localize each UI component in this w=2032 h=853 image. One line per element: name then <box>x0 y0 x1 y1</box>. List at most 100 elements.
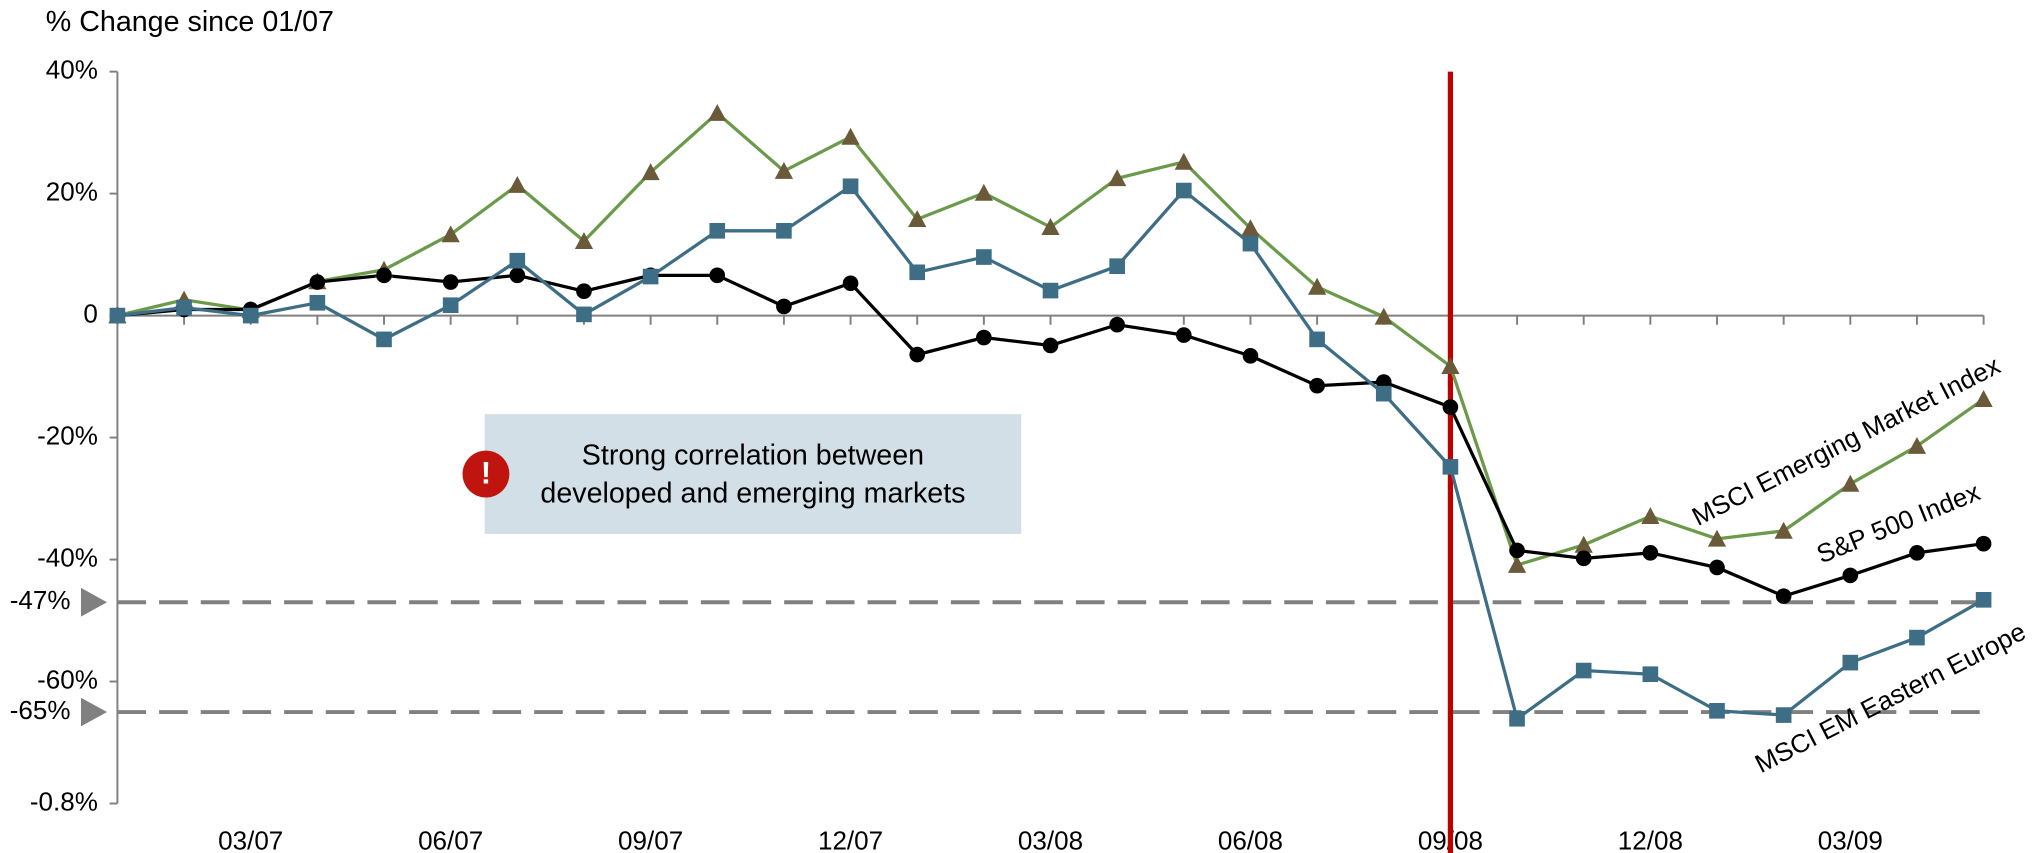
marker <box>1109 316 1125 333</box>
marker <box>508 175 527 193</box>
y-tick-label: -20% <box>37 420 98 450</box>
marker <box>176 299 192 316</box>
annotation-icon <box>462 450 510 498</box>
marker <box>709 267 726 284</box>
y-tick-label: 40% <box>46 55 98 85</box>
reference-label: -47% <box>10 585 71 615</box>
marker <box>974 183 993 201</box>
marker <box>1642 666 1659 683</box>
marker <box>776 298 792 315</box>
marker <box>1442 399 1459 415</box>
y-tick-label: -0.8% <box>30 786 98 816</box>
marker <box>1175 327 1192 343</box>
marker <box>309 274 326 290</box>
marker <box>574 232 594 249</box>
y-tick-label: 0 <box>83 298 97 328</box>
marker <box>976 249 992 265</box>
x-tick-label: 12/08 <box>1618 825 1683 853</box>
marker <box>1975 591 1992 608</box>
marker <box>442 297 459 314</box>
marker <box>709 222 726 239</box>
marker <box>1042 282 1059 299</box>
marker <box>909 346 926 363</box>
marker <box>1507 555 1527 573</box>
marker <box>376 267 392 284</box>
marker <box>376 331 392 348</box>
marker <box>1774 521 1793 539</box>
marker <box>509 267 526 284</box>
marker <box>976 329 992 346</box>
marker <box>1175 182 1192 199</box>
marker <box>1907 436 1927 454</box>
marker <box>776 222 792 239</box>
reference-label: -65% <box>10 695 71 725</box>
y-tick-label: -60% <box>37 664 98 694</box>
series-label: S&P 500 Index <box>1812 477 1984 570</box>
reference-arrow <box>80 587 108 617</box>
marker <box>1575 662 1592 679</box>
marker <box>1709 559 1725 576</box>
marker <box>1242 235 1259 252</box>
series-label: MSCI EM Eastern Europe <box>1750 616 2030 779</box>
annotation-text: developed and emerging markets <box>540 477 965 509</box>
marker <box>509 252 526 269</box>
marker <box>1307 277 1327 295</box>
marker <box>1108 169 1127 187</box>
x-tick-label: 09/07 <box>618 825 683 853</box>
marker <box>908 210 927 228</box>
marker <box>242 307 259 324</box>
marker <box>1775 588 1792 604</box>
marker <box>708 103 727 121</box>
marker <box>842 178 859 195</box>
marker <box>1909 545 1925 561</box>
marker <box>1442 459 1459 475</box>
marker <box>1709 702 1725 719</box>
marker <box>1109 258 1125 274</box>
marker <box>441 225 460 243</box>
marker <box>1042 337 1059 354</box>
marker <box>109 307 126 324</box>
marker <box>1842 567 1859 584</box>
marker <box>1174 152 1193 170</box>
y-axis-title: % Change since 01/07 <box>46 6 334 38</box>
x-tick-label: 12/07 <box>818 825 883 853</box>
marker <box>1775 707 1792 723</box>
x-tick-label: 06/07 <box>418 825 483 853</box>
marker <box>841 127 860 145</box>
marker <box>309 294 326 311</box>
marker <box>576 306 592 323</box>
marker <box>1509 710 1525 727</box>
marker <box>1841 474 1860 492</box>
marker <box>1041 218 1060 235</box>
marker <box>442 274 459 290</box>
marker <box>1242 348 1259 364</box>
marker <box>1374 307 1393 325</box>
marker <box>774 161 794 179</box>
annotation-text: Strong correlation between <box>582 440 924 472</box>
marker <box>1974 390 1993 407</box>
x-tick-label: 06/08 <box>1218 825 1283 853</box>
marker <box>909 264 926 281</box>
marker <box>576 283 592 300</box>
marker <box>1509 542 1525 559</box>
marker <box>642 268 659 285</box>
annotation-icon-text: ! <box>481 456 491 491</box>
marker <box>1375 385 1392 402</box>
marker <box>1975 535 1992 552</box>
x-tick-label: 03/09 <box>1818 825 1883 853</box>
marker <box>1642 545 1659 561</box>
y-tick-label: 20% <box>46 176 98 206</box>
series-line <box>117 184 1985 722</box>
marker <box>1241 219 1260 237</box>
x-tick-label: 03/07 <box>218 825 283 853</box>
reference-arrow <box>80 697 108 727</box>
marker <box>842 275 859 292</box>
marker <box>1309 331 1325 348</box>
marker <box>1441 357 1460 375</box>
annotation-box <box>484 414 1022 534</box>
marker <box>641 163 660 181</box>
x-tick-label: 03/08 <box>1018 825 1083 853</box>
marker <box>1909 629 1925 646</box>
marker <box>1575 550 1592 567</box>
